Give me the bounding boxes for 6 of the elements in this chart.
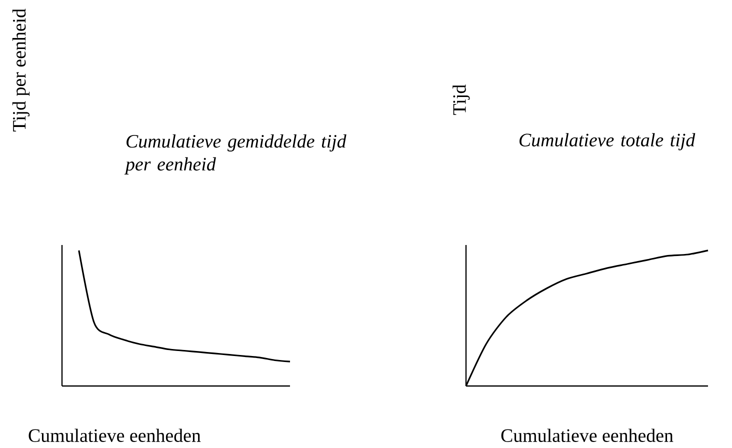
y-axis-title: Tijd per eenheid <box>12 8 30 132</box>
y-axis-title: Tijd <box>452 84 470 115</box>
x-axis-title: Cumulatieve eenheden <box>28 428 201 442</box>
x-axis-title: Cumulatieve eenheden <box>501 428 674 442</box>
chart-title: Cumulatieve totale tijd <box>520 133 696 150</box>
chart-title: Cumulatieve gemiddelde tijd per eenheid <box>124 134 346 174</box>
